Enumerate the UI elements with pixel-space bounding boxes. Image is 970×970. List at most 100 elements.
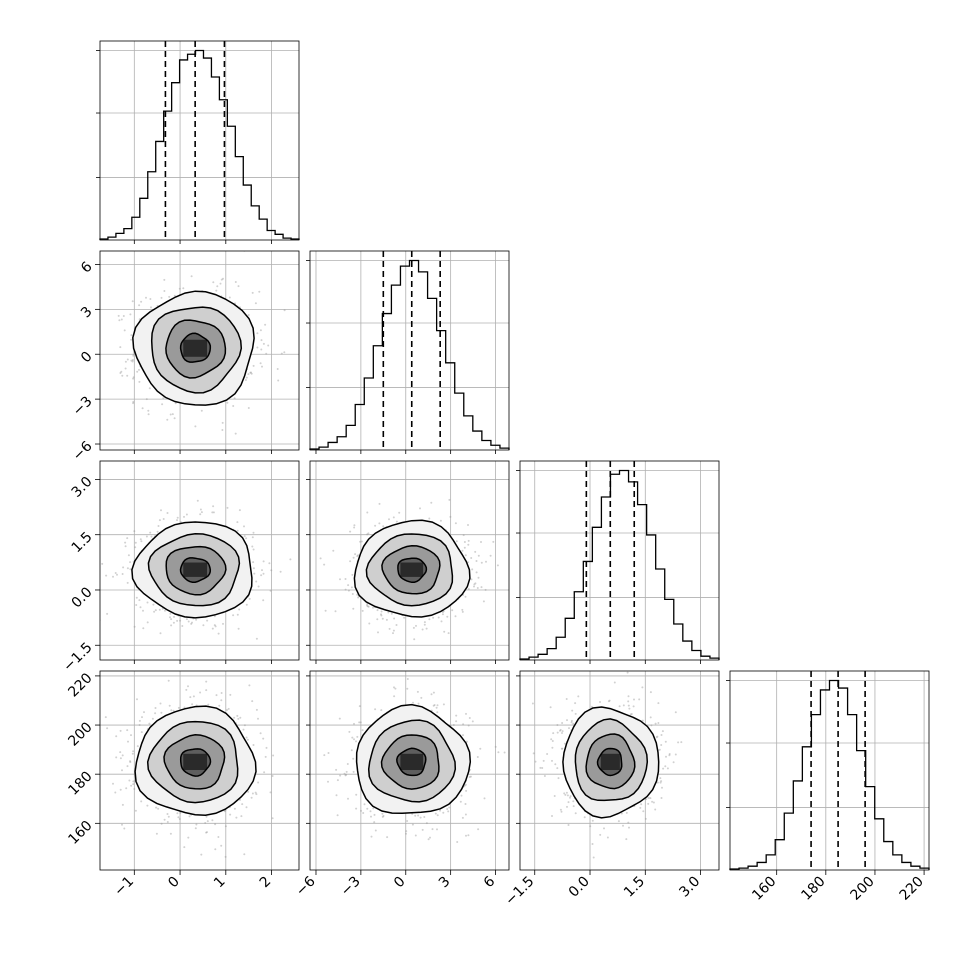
scatter-point [494, 745, 497, 748]
scatter-point [217, 632, 220, 635]
scatter-point [163, 278, 166, 281]
scatter-point [277, 379, 280, 382]
scatter-point [115, 735, 118, 738]
scatter-point [464, 595, 467, 598]
scatter-point [245, 736, 248, 739]
scatter-point [176, 519, 178, 522]
scatter-point [464, 554, 467, 557]
scatter-point [161, 403, 164, 406]
scatter-point [423, 623, 426, 626]
scatter-point [152, 603, 155, 606]
scatter-point [250, 372, 253, 375]
scatter-point [243, 724, 246, 727]
scatter-point [150, 535, 153, 538]
scatter-point [339, 578, 341, 581]
scatter-point [251, 792, 254, 795]
scatter-point [138, 719, 141, 722]
scatter-point [428, 618, 431, 621]
scatter-point [381, 812, 384, 815]
scatter-point [170, 624, 173, 627]
panel-content [100, 461, 299, 660]
scatter-point [467, 724, 470, 727]
scatter-point [476, 756, 479, 758]
scatter-point [235, 816, 238, 819]
scatter-point [169, 612, 172, 615]
scatter-point [190, 622, 193, 625]
scatter-point [268, 562, 271, 565]
scatter-point [127, 740, 129, 743]
scatter-point [344, 588, 347, 591]
scatter-point [660, 780, 663, 783]
scatter-point [380, 613, 382, 616]
scatter-point [353, 526, 356, 529]
scatter-point [606, 836, 609, 839]
scatter-point [283, 309, 286, 312]
axes-frame [99, 460, 300, 661]
scatter-point [247, 373, 250, 376]
scatter-point [126, 537, 129, 540]
scatter-point [255, 793, 258, 796]
scatter-point [419, 816, 422, 819]
scatter-point [169, 616, 171, 619]
scatter-point [641, 686, 644, 689]
scatter-point [366, 605, 369, 608]
scatter-point [539, 766, 542, 769]
scatter-point [116, 573, 118, 576]
scatter-point [351, 573, 354, 576]
scatter-point [229, 693, 232, 696]
scatter-point [633, 698, 635, 701]
scatter-point [267, 344, 270, 347]
scatter-point [411, 823, 414, 826]
density-peak [183, 562, 208, 577]
scatter-point [264, 323, 267, 326]
scatter-point [130, 338, 133, 341]
scatter-point [372, 807, 375, 810]
scatter-point [126, 581, 129, 584]
scatter-point [435, 706, 438, 709]
scatter-point [347, 589, 350, 592]
scatter-point [115, 756, 118, 759]
scatter-point [129, 761, 132, 764]
scatter-point [468, 776, 471, 778]
scatter-point [560, 747, 563, 750]
scatter-point [243, 535, 246, 538]
scatter-point [470, 557, 473, 559]
scatter-point [166, 813, 169, 815]
scatter-point [221, 421, 224, 424]
scatter-point [217, 836, 220, 838]
scatter-point [471, 720, 474, 723]
scatter-point [129, 760, 132, 763]
scatter-point [461, 610, 464, 613]
contour-line-2 [146, 720, 239, 804]
scatter-point [178, 287, 181, 290]
scatter-point [627, 704, 630, 707]
scatter-point [649, 691, 652, 694]
scatter-point [236, 714, 239, 717]
scatter-point [156, 530, 159, 533]
scatter-point [206, 831, 208, 834]
scatter-point [229, 813, 232, 816]
scatter-point [442, 811, 445, 814]
scatter-point [449, 515, 452, 518]
scatter-point [477, 554, 480, 557]
scatter-point [219, 282, 222, 285]
contour-line-2 [150, 306, 243, 394]
scatter-point [358, 721, 361, 724]
scatter-point [471, 568, 474, 571]
contour-line-2 [147, 532, 241, 607]
scatter-point [477, 576, 480, 579]
scatter-point [561, 730, 564, 733]
scatter-point [416, 690, 419, 693]
scatter-point [172, 709, 175, 712]
scatter-point [460, 794, 463, 797]
scatter-point [140, 800, 143, 803]
scatter-point [200, 511, 203, 514]
scatter-point [357, 596, 360, 599]
hist-panel-0 [96, 40, 300, 241]
scatter-point [252, 567, 255, 570]
scatter-point [194, 827, 197, 830]
scatter-point [367, 532, 370, 535]
scatter-point [368, 622, 371, 625]
scatter-point [199, 691, 202, 694]
